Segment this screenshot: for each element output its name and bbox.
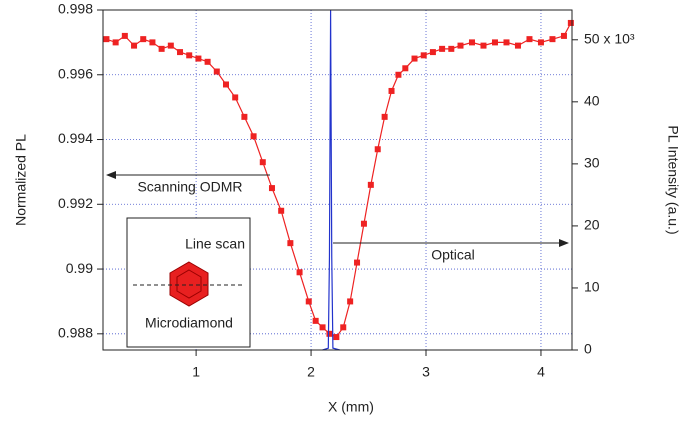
annotation: Optical [431,247,475,263]
marker [468,39,475,46]
annotation: Scanning ODMR [137,179,242,195]
marker [121,32,128,39]
marker [250,133,257,140]
y2-axis-label: PL Intensity (a.u.) [665,125,681,234]
y-tick-label: 0.994 [58,130,93,146]
marker [503,39,510,46]
marker [549,36,556,43]
y-tick-label: 0.998 [58,1,93,17]
marker [381,113,388,120]
marker [388,87,395,94]
marker [149,39,156,46]
y2-tick-label: 20 [584,217,600,233]
marker [347,298,354,305]
marker [514,42,521,49]
marker [480,42,487,49]
marker [340,324,347,331]
marker [367,181,374,188]
marker [278,207,285,214]
marker [158,45,165,52]
marker [268,185,275,192]
marker [526,36,533,43]
marker [560,32,567,39]
marker [213,68,220,75]
marker [241,113,248,120]
x-tick-label: 4 [537,364,545,380]
marker [420,52,427,59]
marker [287,240,294,247]
marker [411,55,418,62]
marker [491,39,498,46]
marker [567,19,574,26]
marker [326,330,333,337]
x-tick-label: 3 [422,364,430,380]
marker [354,259,361,266]
marker [204,58,211,65]
y-axis-label: Normalized PL [13,134,29,226]
marker [195,55,202,62]
marker [439,45,446,52]
marker [429,49,436,56]
marker [296,269,303,276]
plot-frame [102,9,573,351]
y-tick-label: 0.99 [66,260,93,276]
marker [232,94,239,101]
series-line [322,9,340,351]
y2-tick-label: 0 [584,341,592,357]
marker [167,42,174,49]
marker [103,36,110,43]
marker [259,159,266,166]
inset: Line scan Microdiamond [126,217,251,348]
marker [374,146,381,153]
marker [177,49,184,56]
y2-tick-label: 30 [584,155,600,171]
marker [319,324,326,331]
y2-tick-label: 40 [584,93,600,109]
marker [305,298,312,305]
x-axis-label: X (mm) [328,399,374,415]
marker [360,220,367,227]
marker [448,45,455,52]
marker [222,81,229,88]
marker [333,334,340,341]
y-tick-label: 0.992 [58,195,93,211]
marker [537,39,544,46]
marker [312,317,319,324]
x-tick-label: 2 [307,364,315,380]
marker [402,65,409,72]
y-tick-label: 0.996 [58,65,93,81]
marker [112,39,119,46]
annotation: Microdiamond [145,315,233,331]
marker [457,42,464,49]
marker [140,36,147,43]
annotation: Line scan [185,236,245,252]
marker [131,42,138,49]
y2-tick-label: 10 [584,279,600,295]
y2-tick-label: 50 x 10³ [584,30,635,46]
marker [395,71,402,78]
x-tick-label: 1 [192,364,200,380]
y-tick-label: 0.988 [58,325,93,341]
marker [186,52,193,59]
